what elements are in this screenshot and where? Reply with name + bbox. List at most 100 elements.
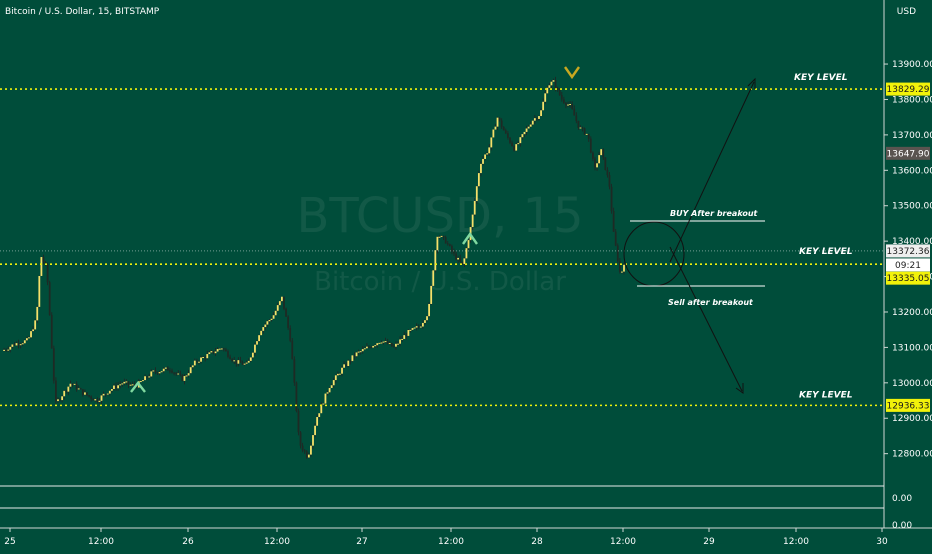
candle-body	[256, 341, 258, 345]
candle-body	[125, 381, 128, 383]
candle-body	[110, 389, 113, 391]
candle-body	[562, 99, 565, 103]
candle-body	[291, 340, 294, 360]
sub-pane-2-value: 0.00	[892, 521, 912, 531]
candle-body	[467, 240, 470, 249]
breakout-drawing[interactable]: BUY After breakout Sell after breakout	[623, 77, 765, 394]
sub-pane-1-value: 0.00	[892, 494, 912, 504]
candle-body	[94, 399, 97, 401]
candle-body	[156, 372, 159, 374]
candle-body	[175, 372, 178, 374]
candle-body	[436, 236, 439, 251]
candle-body	[79, 388, 82, 390]
buy-signal-arrow-icon	[462, 231, 478, 245]
candle-countdown-badge: 09:21	[886, 258, 930, 272]
candle-body	[544, 93, 547, 102]
candle-body	[417, 326, 420, 328]
buy-arrow-line[interactable]	[669, 81, 755, 263]
candle-body	[30, 331, 32, 338]
candle-body	[575, 115, 578, 121]
candle-body	[517, 143, 520, 145]
time-tick-label: 30	[876, 537, 888, 547]
candle-body	[162, 368, 165, 372]
candle-body	[540, 110, 542, 117]
candle-body	[498, 117, 501, 121]
candle-body	[285, 308, 287, 317]
time-tick-label: 12:00	[264, 537, 290, 547]
candle-body	[216, 349, 219, 352]
candle-body	[310, 445, 312, 455]
candle-body	[297, 410, 300, 433]
candle-body	[225, 349, 227, 352]
candle-body	[21, 343, 24, 345]
candle-body	[453, 251, 455, 254]
candle-body	[428, 303, 431, 317]
price-badge-top-level[interactable]: 13829.29	[886, 82, 930, 96]
candle-body	[152, 370, 155, 372]
candle-body	[531, 120, 534, 125]
candle-body	[81, 389, 84, 395]
candle-body	[276, 305, 279, 311]
candle-body	[71, 383, 74, 385]
candle-body	[455, 253, 457, 260]
price-badge-mid-level[interactable]: 13335.05	[886, 271, 930, 285]
candle-body	[550, 81, 553, 86]
candle-body	[471, 214, 474, 228]
candle-body	[490, 137, 493, 148]
buy-arrow-head-icon	[747, 77, 756, 89]
watermark-symbol: BTCUSD, 15	[296, 188, 583, 244]
candle-body	[34, 320, 37, 330]
price-badge-crosshair[interactable]: 13372.36	[886, 244, 930, 258]
candle-body	[438, 236, 441, 238]
time-axis[interactable]: 25 12:00 26 12:00 27 12:00 28 12:00 29 12:00 30	[4, 528, 888, 547]
candle-body	[193, 360, 196, 366]
candle-body	[332, 380, 335, 386]
candle-body	[293, 359, 296, 383]
candle-body	[119, 384, 122, 386]
candle-body	[305, 451, 308, 458]
candle-body	[140, 381, 142, 383]
price-tick-label: 12900.00	[892, 414, 932, 424]
candle-body	[380, 342, 383, 344]
candle-body	[77, 388, 80, 390]
candle-body	[171, 370, 173, 373]
svg-text:13647.90: 13647.90	[887, 149, 930, 159]
candle-body	[621, 271, 623, 273]
candle-body	[395, 343, 397, 347]
candle-body	[359, 351, 362, 353]
candle-body	[287, 316, 290, 329]
candle-body	[341, 367, 343, 374]
candle-body	[59, 399, 61, 401]
price-tick-label: 13400.00	[892, 237, 932, 247]
candle-body	[173, 372, 175, 374]
candle-body	[357, 351, 360, 353]
candle-body	[542, 101, 545, 111]
price-tick-label: 13500.00	[892, 202, 932, 212]
sell-arrow-line[interactable]	[669, 246, 743, 392]
candle-body	[560, 95, 563, 100]
candle-body	[548, 85, 551, 88]
price-badge-last-close[interactable]: 13647.90	[886, 146, 930, 160]
sell-arrow-head-icon	[735, 383, 744, 394]
candle-body	[106, 393, 109, 395]
candle-body	[169, 370, 171, 372]
candle-body	[382, 341, 385, 343]
candle-body	[108, 390, 111, 394]
candle-body	[154, 370, 157, 373]
candle-body	[598, 155, 601, 164]
candle-body	[208, 352, 211, 355]
candle-body	[401, 338, 404, 340]
candle-body	[96, 399, 99, 402]
candle-body	[181, 374, 184, 381]
candle-body	[220, 348, 223, 350]
candle-body	[351, 355, 354, 362]
candle-body	[596, 163, 598, 168]
candle-body	[376, 343, 379, 346]
candle-body	[370, 347, 372, 349]
price-tick-label: 13000.00	[892, 379, 932, 389]
candle-body	[623, 264, 625, 272]
candle-body	[46, 264, 49, 283]
price-badge-bottom-level[interactable]: 12936.33	[886, 398, 930, 412]
candle-body	[556, 88, 559, 90]
